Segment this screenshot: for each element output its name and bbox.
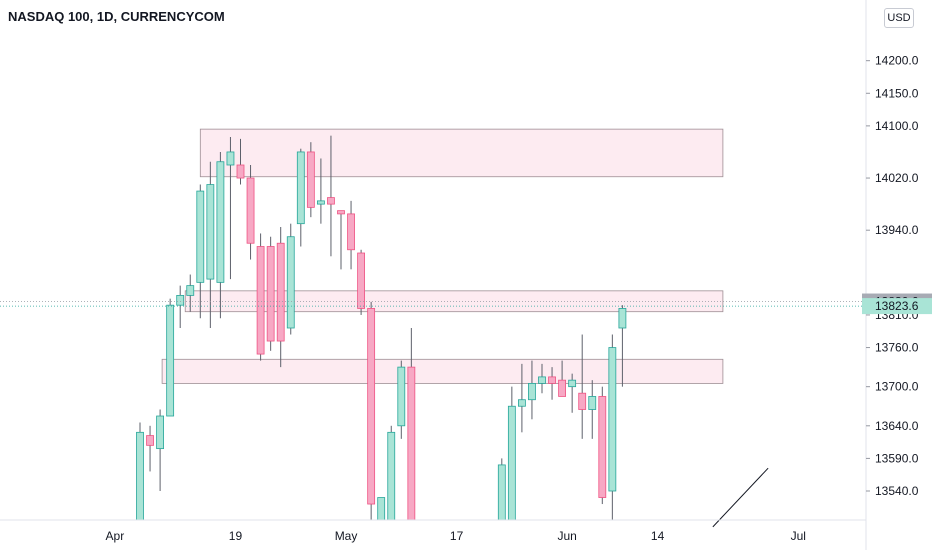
y-tick-label: 13590.0 <box>875 451 919 465</box>
candle <box>156 409 165 491</box>
candle <box>528 360 536 420</box>
y-tick-label: 13700.0 <box>875 380 919 394</box>
candle <box>266 236 275 351</box>
candle <box>347 200 355 270</box>
price-label: 13823.6 <box>862 298 932 315</box>
x-tick-label: May <box>335 529 358 543</box>
x-tick-label: 14 <box>651 529 665 543</box>
candle <box>286 223 295 335</box>
x-tick-label: Jul <box>791 529 806 543</box>
candle <box>327 135 335 257</box>
candle <box>236 138 245 185</box>
candle <box>146 425 154 472</box>
candle <box>598 386 607 505</box>
zone-rectangle[interactable] <box>161 358 724 384</box>
x-tick-label: 19 <box>229 529 243 543</box>
y-tick-label: 13940.0 <box>875 223 919 237</box>
candle <box>507 386 516 521</box>
candle <box>558 360 566 397</box>
candle <box>176 285 185 328</box>
y-tick-label: 14150.0 <box>875 86 919 100</box>
candle <box>497 458 506 521</box>
trend-line[interactable] <box>712 467 769 528</box>
candle <box>618 305 627 387</box>
candle <box>226 136 235 280</box>
candle <box>578 334 587 439</box>
candle <box>186 274 195 312</box>
candle <box>306 142 315 218</box>
candle <box>397 360 406 439</box>
candle <box>246 165 255 260</box>
y-tick-label: 14100.0 <box>875 119 919 133</box>
candle <box>216 151 225 319</box>
x-tick-label: 17 <box>450 529 464 543</box>
candle <box>276 226 285 368</box>
candle <box>206 161 215 328</box>
candle <box>357 249 366 315</box>
x-tick-label: Jun <box>557 529 576 543</box>
candle <box>518 363 526 433</box>
chart-title: NASDAQ 100, 1D, CURRENCYCOM <box>8 9 225 24</box>
currency-button[interactable]: USD <box>884 8 914 28</box>
candle <box>136 422 144 521</box>
zone-rectangle[interactable] <box>199 128 724 178</box>
candle <box>316 158 325 224</box>
candle <box>548 367 556 400</box>
y-tick-label: 14200.0 <box>875 54 919 68</box>
candle <box>377 497 386 521</box>
candle <box>538 363 546 394</box>
candle <box>296 148 305 247</box>
candle <box>568 373 577 413</box>
y-tick-label: 14020.0 <box>875 171 919 185</box>
candle <box>588 380 597 439</box>
candle <box>256 233 265 361</box>
candle <box>387 425 396 521</box>
y-tick-label: 13540.0 <box>875 484 919 498</box>
candle <box>367 301 376 520</box>
candle <box>337 210 345 270</box>
candle <box>196 184 205 319</box>
candle <box>166 298 175 417</box>
y-tick-label: 13640.0 <box>875 419 919 433</box>
candle <box>407 328 416 521</box>
y-tick-label: 13760.0 <box>875 341 919 355</box>
price-label-text: 13823.6 <box>875 299 919 313</box>
x-tick-label: Apr <box>106 529 125 543</box>
candle <box>608 334 617 520</box>
